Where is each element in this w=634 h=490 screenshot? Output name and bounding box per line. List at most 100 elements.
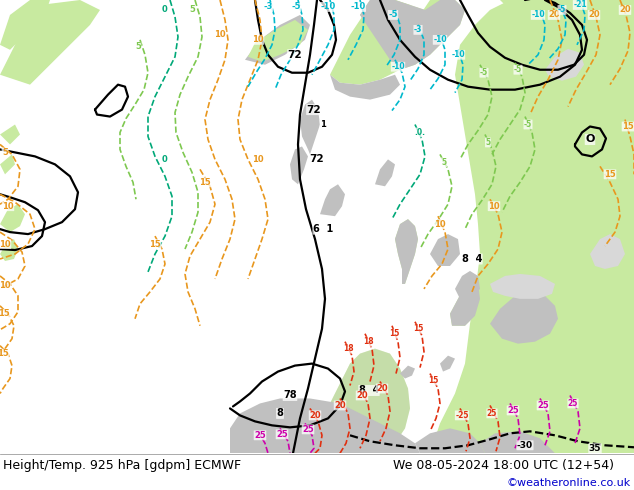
Text: 5: 5 [189, 5, 195, 15]
Polygon shape [280, 418, 330, 453]
Polygon shape [0, 0, 50, 50]
Text: O: O [585, 134, 595, 145]
Polygon shape [320, 349, 410, 453]
Text: 20: 20 [548, 10, 560, 20]
Text: 15: 15 [428, 376, 438, 385]
Polygon shape [500, 0, 570, 15]
Text: 10: 10 [2, 202, 14, 211]
Text: 10: 10 [252, 155, 264, 164]
Text: 18: 18 [343, 344, 353, 353]
Text: -5: -5 [291, 2, 301, 11]
Polygon shape [400, 366, 415, 379]
Text: 10: 10 [0, 281, 11, 291]
Text: -10: -10 [433, 35, 447, 45]
Text: -3: -3 [414, 25, 422, 34]
Text: 18: 18 [363, 337, 373, 346]
Polygon shape [430, 0, 634, 453]
Polygon shape [330, 0, 460, 85]
Polygon shape [320, 349, 410, 453]
Text: 5: 5 [135, 42, 141, 51]
Text: We 08-05-2024 18:00 UTC (12+54): We 08-05-2024 18:00 UTC (12+54) [393, 459, 614, 471]
Text: -25: -25 [455, 411, 469, 420]
Text: 20: 20 [619, 5, 631, 15]
Text: 15: 15 [604, 170, 616, 179]
Text: ©weatheronline.co.uk: ©weatheronline.co.uk [507, 478, 631, 489]
Text: 72: 72 [309, 154, 325, 164]
Polygon shape [230, 398, 420, 453]
Polygon shape [245, 15, 310, 65]
Text: 25: 25 [568, 399, 578, 408]
Polygon shape [545, 49, 584, 81]
Text: -5: -5 [514, 65, 522, 74]
Text: 25: 25 [537, 401, 549, 410]
Text: -10: -10 [451, 50, 465, 59]
Text: 8: 8 [276, 408, 283, 418]
Polygon shape [330, 74, 400, 99]
Polygon shape [415, 428, 485, 453]
Text: 6  1: 6 1 [313, 224, 333, 234]
Text: 1: 1 [320, 120, 326, 129]
Text: -5: -5 [388, 10, 398, 20]
Polygon shape [300, 99, 320, 154]
Text: -3: -3 [263, 2, 273, 11]
Text: 15: 15 [622, 122, 634, 131]
Polygon shape [490, 292, 558, 343]
Polygon shape [490, 274, 555, 299]
Polygon shape [480, 0, 634, 99]
Text: 10: 10 [0, 240, 11, 248]
Polygon shape [440, 356, 455, 371]
Text: 15: 15 [413, 324, 423, 333]
Text: 5: 5 [2, 148, 8, 157]
Text: 8  4: 8 4 [462, 254, 482, 264]
Text: -10: -10 [531, 10, 545, 20]
Text: 25: 25 [276, 430, 288, 439]
Polygon shape [0, 124, 20, 145]
Text: 25: 25 [487, 409, 497, 418]
Text: 15: 15 [149, 240, 161, 248]
Text: 5: 5 [486, 138, 491, 147]
Text: 15: 15 [199, 178, 211, 187]
Text: 10: 10 [214, 30, 226, 39]
Polygon shape [0, 239, 18, 261]
Text: 72: 72 [288, 50, 302, 60]
Text: -21: -21 [573, 0, 587, 9]
Polygon shape [490, 292, 558, 343]
Text: 10: 10 [488, 202, 500, 211]
Text: 25: 25 [254, 431, 266, 440]
Polygon shape [480, 431, 555, 453]
Polygon shape [248, 20, 308, 62]
Text: 25: 25 [507, 406, 519, 415]
Polygon shape [395, 219, 418, 284]
Text: 0: 0 [162, 5, 168, 15]
Text: 20: 20 [376, 384, 388, 393]
Polygon shape [450, 279, 480, 326]
Polygon shape [290, 147, 308, 184]
Polygon shape [0, 154, 15, 174]
Text: 8  4: 8 4 [359, 386, 379, 395]
Polygon shape [320, 184, 345, 216]
Text: -10: -10 [320, 2, 335, 11]
Text: -5: -5 [524, 120, 532, 129]
Text: -5: -5 [480, 68, 488, 77]
Text: 5: 5 [441, 158, 446, 167]
Text: 10: 10 [434, 220, 446, 229]
Polygon shape [590, 234, 625, 269]
Text: 0: 0 [162, 155, 168, 164]
Text: 15: 15 [0, 309, 10, 318]
Polygon shape [230, 431, 258, 453]
Text: -5: -5 [558, 5, 566, 15]
Text: -30: -30 [517, 441, 533, 450]
Polygon shape [530, 40, 595, 87]
Polygon shape [395, 219, 418, 284]
Polygon shape [450, 279, 480, 326]
Text: -10: -10 [391, 62, 405, 71]
Text: Height/Temp. 925 hPa [gdpm] ECMWF: Height/Temp. 925 hPa [gdpm] ECMWF [3, 459, 242, 471]
Text: 20: 20 [309, 411, 321, 420]
Polygon shape [0, 0, 100, 85]
Polygon shape [360, 0, 465, 70]
Text: 25: 25 [302, 425, 314, 434]
Polygon shape [375, 159, 395, 186]
Polygon shape [0, 204, 25, 232]
Polygon shape [455, 271, 480, 299]
Text: .0.: .0. [415, 128, 425, 137]
